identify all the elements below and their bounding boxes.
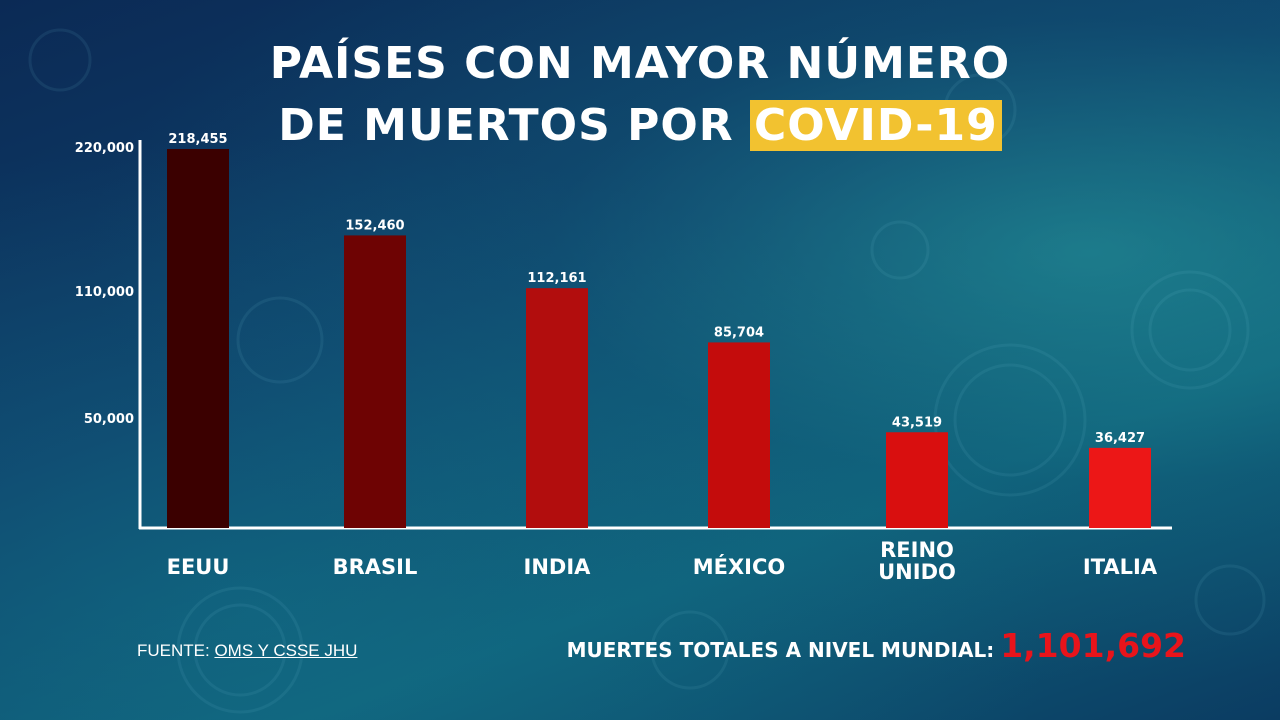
source-prefix: FUENTE:: [137, 641, 215, 660]
chart-title-line-2-text: DE MUERTOS POR: [278, 100, 750, 151]
x-category-label: MÉXICO: [693, 554, 786, 579]
bar-value-label: 36,427: [1095, 431, 1145, 446]
bar: [526, 288, 588, 528]
bar-value-label: 43,519: [892, 415, 942, 430]
world-total: MUERTES TOTALES A NIVEL MUNDIAL: 1,101,69…: [567, 626, 1186, 665]
x-category-label: EEUU: [167, 555, 230, 579]
chart-title-line-1: PAÍSES CON MAYOR NÚMERO: [269, 38, 1011, 89]
x-category-label: ITALIA: [1083, 555, 1158, 579]
bar-value-label: 85,704: [714, 325, 764, 340]
source-link[interactable]: OMS Y CSSE JHU: [214, 641, 358, 660]
bar-value-label: 152,460: [345, 218, 404, 233]
y-tick-label: 110,000: [75, 285, 134, 300]
bar: [886, 432, 948, 528]
x-category-label: REINO UNIDO: [878, 538, 956, 584]
bar: [167, 149, 229, 528]
chart-title-line-2: DE MUERTOS POR COVID-19: [0, 100, 1280, 152]
bar: [1089, 447, 1151, 528]
x-category-label-line: UNIDO: [878, 560, 956, 584]
bar-value-label: 112,161: [527, 271, 586, 286]
bar: [344, 235, 406, 528]
source-note: FUENTE: OMS Y CSSE JHU: [137, 641, 357, 661]
bar: [708, 342, 770, 528]
chart-title-highlight: COVID-19: [749, 100, 1002, 151]
y-tick-label: 50,000: [84, 412, 134, 427]
world-total-label: MUERTES TOTALES A NIVEL MUNDIAL:: [566, 638, 995, 662]
y-tick-label: 220,000: [75, 141, 134, 156]
x-category-label: BRASIL: [333, 555, 418, 579]
bar-value-label: 218,455: [168, 132, 227, 147]
x-category-label-line: REINO: [880, 538, 954, 562]
x-category-label: INDIA: [524, 555, 592, 579]
world-total-value: 1,101,692: [1000, 626, 1186, 665]
